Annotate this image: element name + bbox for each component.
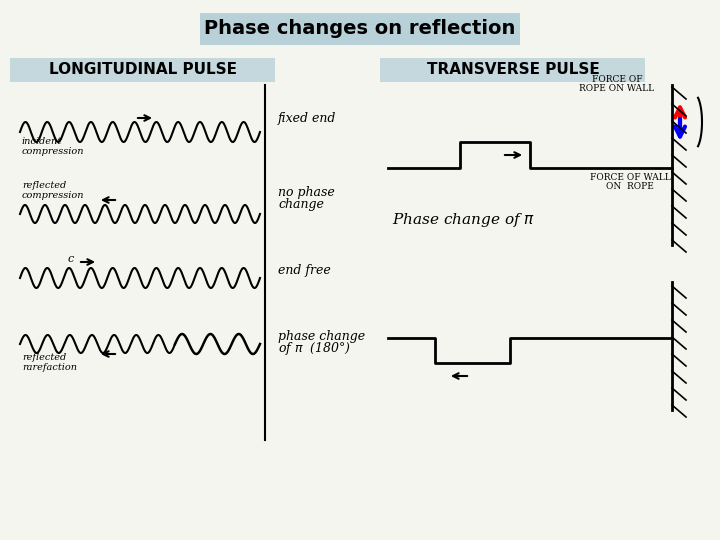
Text: reflected: reflected xyxy=(22,181,66,190)
Text: no phase: no phase xyxy=(278,186,335,199)
Text: phase change: phase change xyxy=(278,330,365,343)
FancyBboxPatch shape xyxy=(200,13,520,45)
Text: compression: compression xyxy=(22,191,84,200)
Text: FORCE OF: FORCE OF xyxy=(592,75,642,84)
Text: c: c xyxy=(68,254,74,264)
Text: incident: incident xyxy=(22,137,62,146)
Text: LONGITUDINAL PULSE: LONGITUDINAL PULSE xyxy=(49,63,237,78)
Text: Phase change of $\pi$: Phase change of $\pi$ xyxy=(392,211,535,229)
Text: FORCE OF WALL: FORCE OF WALL xyxy=(590,173,670,182)
FancyBboxPatch shape xyxy=(380,58,645,82)
Text: TRANSVERSE PULSE: TRANSVERSE PULSE xyxy=(427,63,599,78)
Text: fixed end: fixed end xyxy=(278,112,336,125)
FancyBboxPatch shape xyxy=(10,58,275,82)
Text: of $\pi$  (180°): of $\pi$ (180°) xyxy=(278,340,351,357)
Text: end free: end free xyxy=(278,264,330,277)
Text: rarefaction: rarefaction xyxy=(22,363,77,372)
Text: ROPE ON WALL: ROPE ON WALL xyxy=(580,84,654,93)
Text: compression: compression xyxy=(22,147,84,156)
Text: ON  ROPE: ON ROPE xyxy=(606,182,654,191)
Text: change: change xyxy=(278,198,324,211)
Text: reflected: reflected xyxy=(22,353,66,362)
Text: Phase changes on reflection: Phase changes on reflection xyxy=(204,19,516,38)
